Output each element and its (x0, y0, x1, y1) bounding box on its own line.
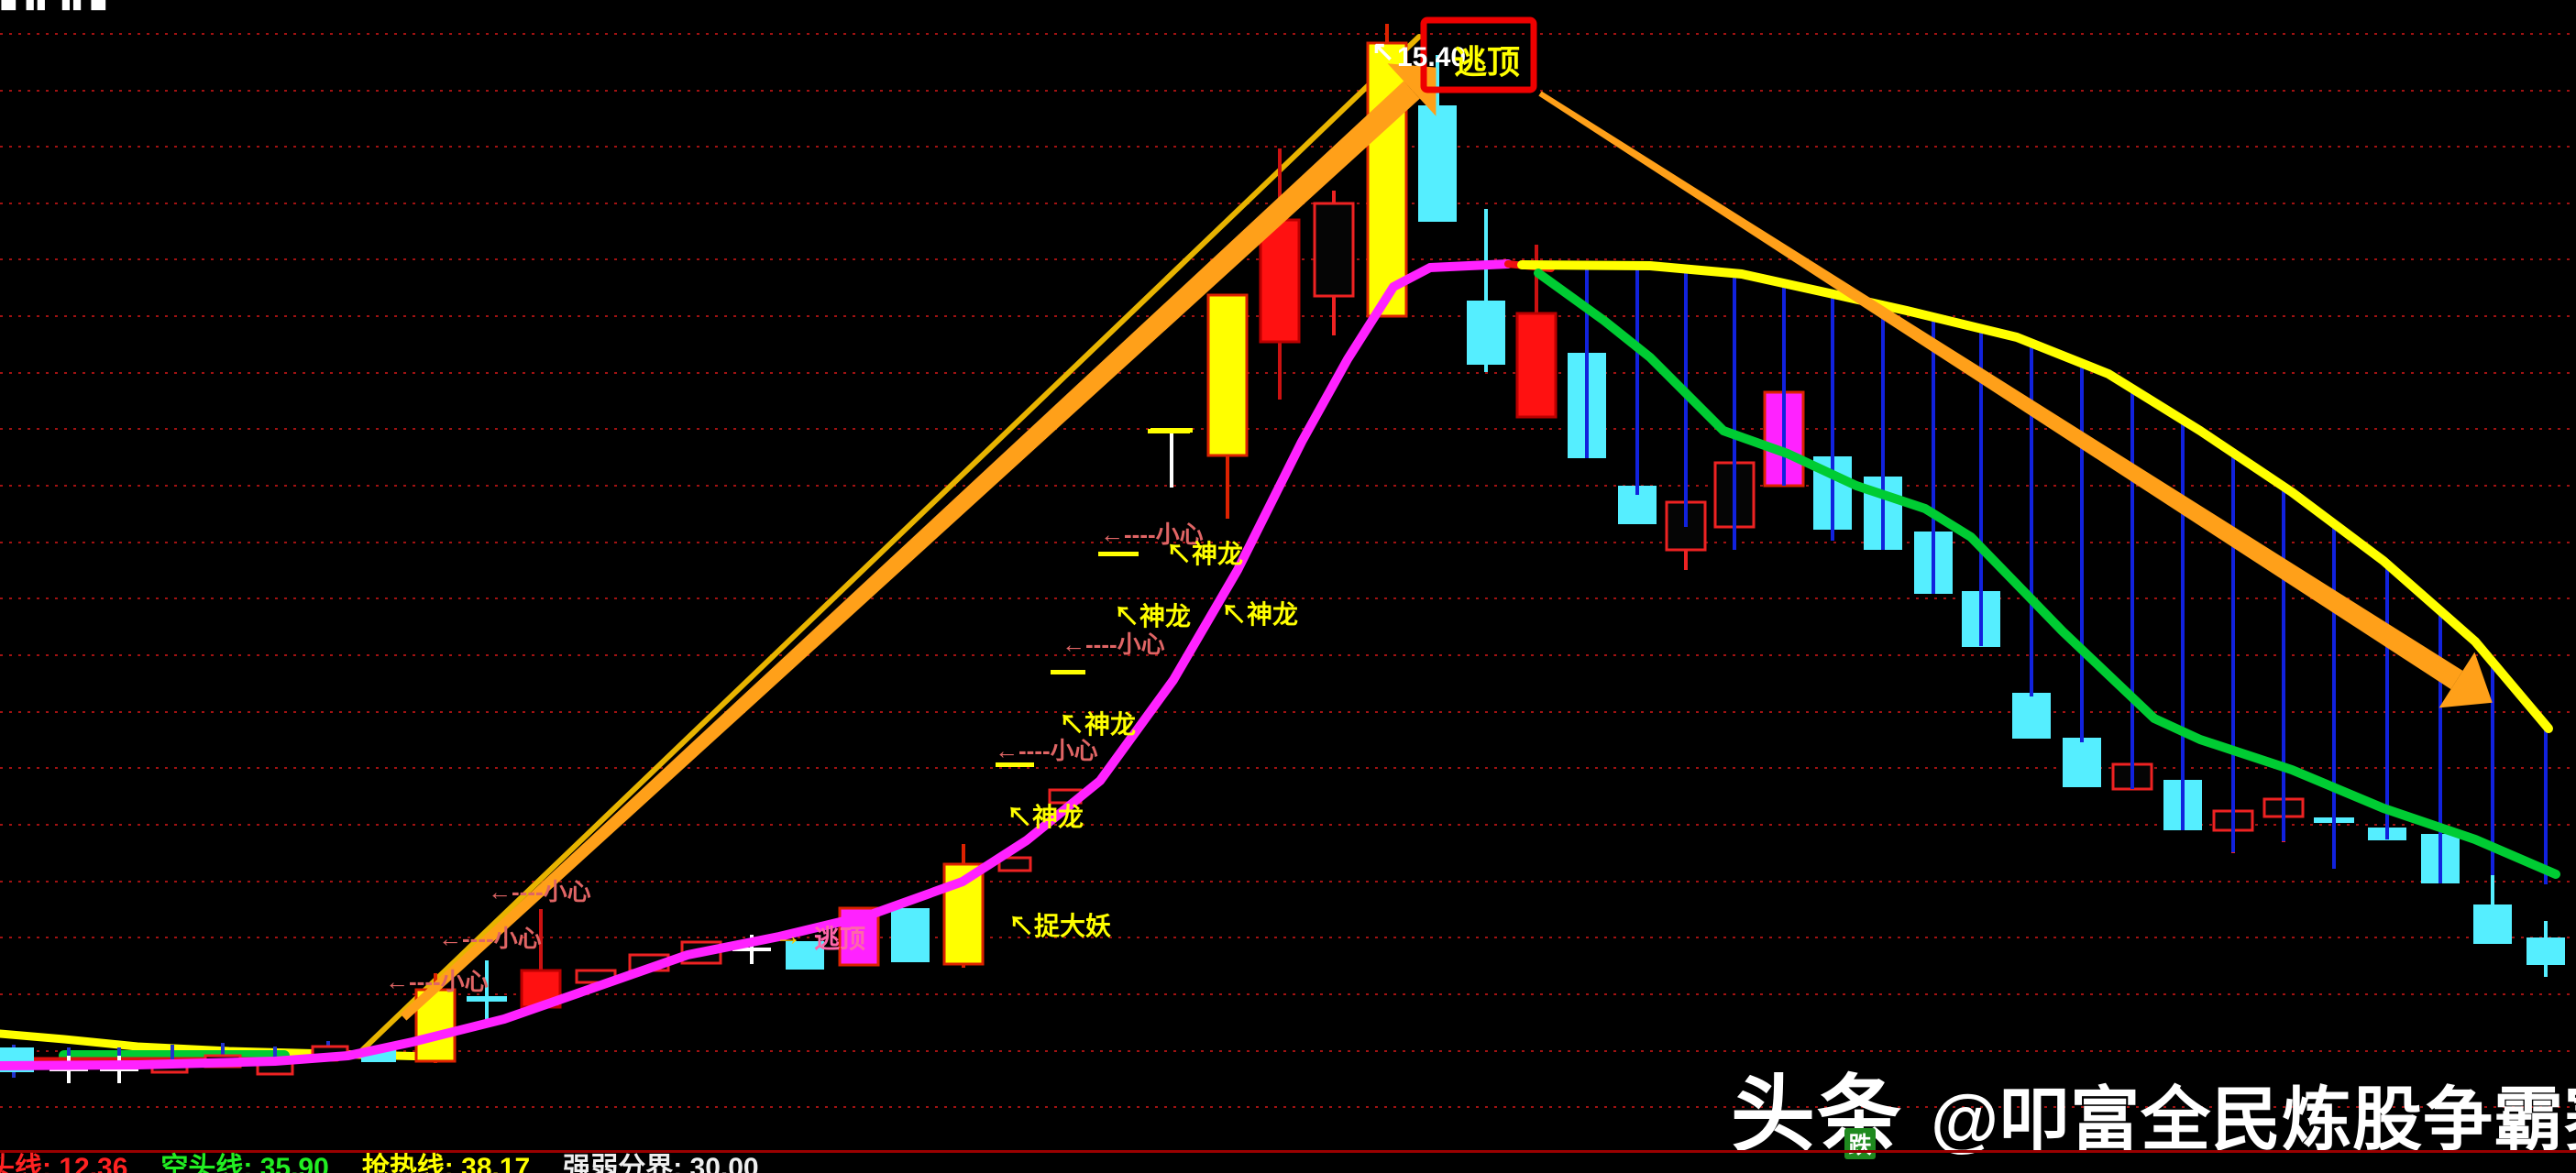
annotation-label: ←----小心 (438, 925, 542, 952)
annotation-label: ↖神龙 (1166, 540, 1243, 568)
status-item: 强弱分界: 30.00 (563, 1153, 759, 1173)
escape-top-red-box (1420, 16, 1537, 93)
doji-cross-white (732, 948, 771, 951)
annotation-label: ↖神龙 (1221, 600, 1298, 629)
annotation-label: ←----小心 (488, 878, 591, 905)
candlestick-cyan (2526, 937, 2565, 965)
watermark-handle: @叩富全民炼股争霸赛 (1931, 1081, 2576, 1159)
green-ma-right (1534, 269, 2560, 879)
peak-arrow-icon: ↖ (1371, 37, 1394, 67)
doji-cross-cyan (467, 996, 507, 1002)
signal-dash (1098, 552, 1139, 556)
annotation-label: ←----小心 (1062, 630, 1165, 658)
dragon-line (0, 259, 1513, 1070)
candlestick-cyan (1467, 301, 1505, 365)
candlestick-red (1515, 312, 1558, 419)
annotation-label: ↖神龙 (1007, 803, 1084, 831)
trend-up-thin (358, 34, 1422, 1055)
candlestick-cyan (2063, 738, 2101, 787)
trend-down-arrow (1538, 91, 2463, 690)
annotation-label: ↖神龙 (1114, 602, 1191, 630)
trend-down-arrow-head (2438, 652, 2493, 708)
candlestick-cyan (2012, 693, 2051, 739)
trend-up-arrow (400, 81, 1420, 1021)
annotation-label: ↖捉大妖 (1008, 912, 1111, 940)
candlestick-cyan (891, 908, 930, 962)
status-separator-line (0, 1150, 2576, 1153)
annotation-label: → (775, 921, 802, 951)
annotation-label: ←----小心 (1100, 521, 1204, 548)
clipped-top-left-text: ▙▚▛▜▞▟ (2, 0, 110, 10)
signal-dash (1051, 670, 1085, 674)
candlestick-red-hollow (1313, 202, 1355, 298)
annotation-label: ↖神龙 (1059, 710, 1136, 739)
status-item: 头线: 12.36 (0, 1153, 128, 1173)
annotation-label: ←----小心 (385, 968, 489, 995)
signal-dash (1148, 429, 1190, 433)
annotation-label: ←----小心 (995, 737, 1098, 764)
candlestick-cyan (2473, 904, 2512, 944)
status-item: 抢热线: 38.17 (361, 1153, 531, 1173)
status-item: 空头线: 35.90 (160, 1153, 329, 1173)
candlestick-red-hollow (997, 856, 1032, 872)
signal-dash (996, 762, 1034, 767)
annotation-label: 逃顶 (814, 925, 865, 953)
yellow-ma-right (1517, 260, 2553, 733)
peak-price-label: 15.40 (1397, 42, 1466, 72)
indicator-status-bar: 头线: 12.36 空头线: 35.90 抢热线: 38.17 强弱分界: 30.00 (0, 1153, 2576, 1173)
peak-tag-label: 逃顶 (1454, 43, 1520, 81)
candlestick-yellow (1206, 293, 1249, 457)
fall-badge: 跌 (1844, 1128, 1876, 1159)
candlestick-cyan (786, 941, 824, 970)
candlestick-cyan (1418, 105, 1457, 222)
